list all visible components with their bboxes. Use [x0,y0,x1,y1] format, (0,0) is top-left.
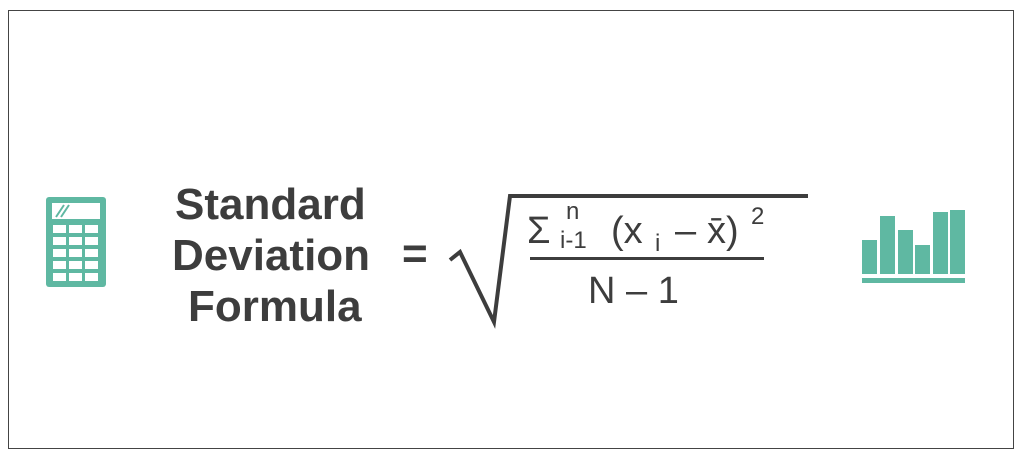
subscript-i: i [655,230,661,257]
calculator-icon [46,197,106,287]
title-line-2: Deviation [172,231,371,280]
x-bar: x̄) [707,210,739,252]
upper-limit: n [566,198,580,225]
minus-sign: – [675,210,697,252]
equals-sign: = [402,229,428,278]
title-line-1: Standard [175,180,366,229]
sigma-symbol: Σ [527,210,551,252]
diagram-frame [8,10,1014,449]
exponent: 2 [751,203,765,230]
fraction-bar [530,257,764,260]
lower-limit: i-1 [560,227,587,254]
square-root-sign [448,194,808,329]
title-line-3: Formula [188,282,362,331]
denominator: N – 1 [588,270,679,312]
bar-chart-icon [862,210,965,283]
open-paren-x: (x [611,210,643,252]
